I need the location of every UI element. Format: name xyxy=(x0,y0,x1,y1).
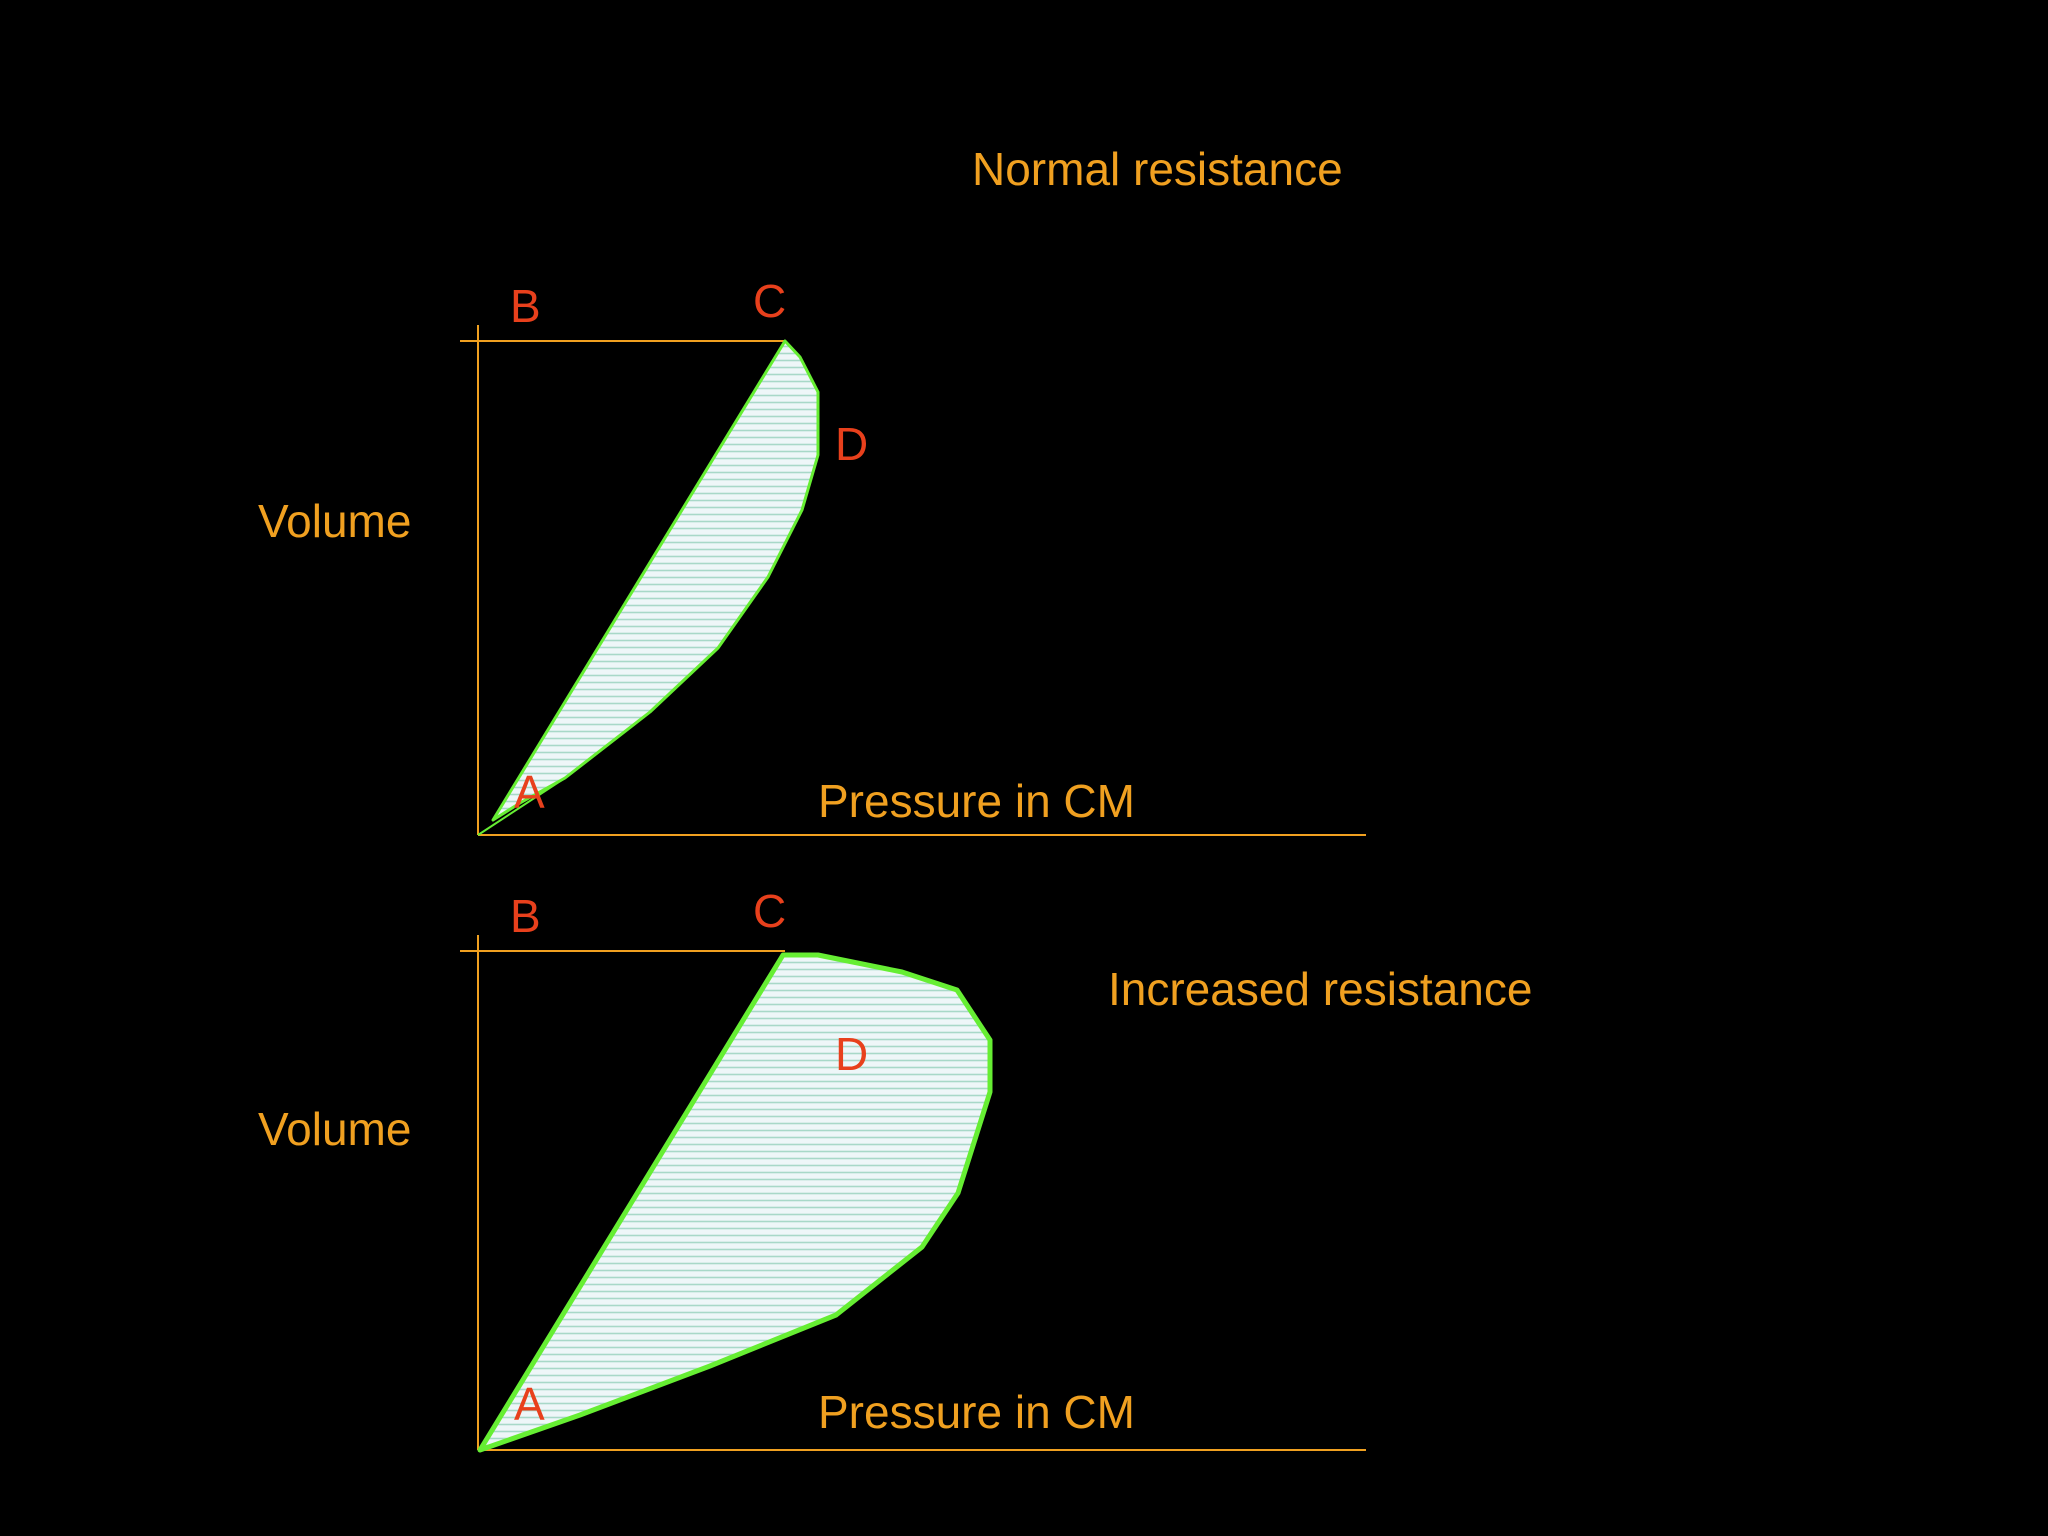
point-d-label: D xyxy=(835,1028,868,1080)
point-b-label: B xyxy=(510,890,541,942)
pressure-volume-loop xyxy=(491,339,820,822)
panel-title: Normal resistance xyxy=(972,143,1343,195)
point-d-label: D xyxy=(835,418,868,470)
x-axis-label: Pressure in CM xyxy=(818,1386,1135,1438)
y-axis-label: Volume xyxy=(258,495,411,547)
point-a-label: A xyxy=(514,1378,545,1430)
point-b-label: B xyxy=(510,280,541,332)
panel-title: Increased resistance xyxy=(1108,963,1532,1015)
point-a-label: A xyxy=(514,766,545,818)
y-axis-label: Volume xyxy=(258,1103,411,1155)
point-c-label: C xyxy=(753,275,786,327)
pressure-volume-loop xyxy=(477,952,993,1453)
panel-increased-resistance: Increased resistance Volume Pressure in … xyxy=(258,885,1532,1453)
point-c-label: C xyxy=(753,885,786,937)
x-axis-label: Pressure in CM xyxy=(818,775,1135,827)
panel-normal-resistance: Normal resistance Volume Pressure in CM … xyxy=(258,143,1366,836)
loop-tail xyxy=(477,777,566,836)
